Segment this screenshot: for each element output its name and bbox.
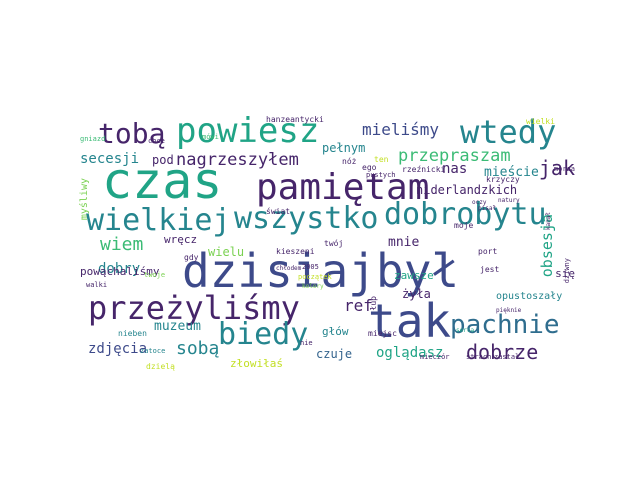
- word-37: złowiłaś: [230, 357, 283, 370]
- word-34: żyła: [402, 287, 431, 301]
- word-46: gdy: [184, 253, 199, 262]
- word-54: moje: [454, 221, 474, 230]
- word-70: mieczór: [420, 353, 450, 361]
- word-64: mówi: [202, 133, 219, 141]
- word-14: przepraszam: [398, 146, 511, 166]
- word-68: początek: [298, 273, 332, 281]
- word-13: pachnie: [450, 310, 560, 340]
- word-41: zawsze: [394, 269, 434, 282]
- word-12: biedy: [218, 317, 309, 352]
- word-47: twoje: [144, 271, 166, 279]
- word-19: wiem: [100, 234, 144, 255]
- word-6: powiesz: [176, 111, 320, 151]
- word-66: pustych: [366, 171, 396, 179]
- word-74: gniazd: [80, 135, 106, 143]
- word-52: twój: [324, 239, 344, 248]
- word-29: niderlandzkich: [416, 183, 518, 197]
- word-27: mnie: [388, 235, 420, 250]
- word-56: jest: [480, 265, 500, 274]
- word-36: czuje: [316, 347, 353, 361]
- word-51: kieszeni: [276, 247, 315, 256]
- word-57: świat: [266, 207, 291, 216]
- word-50: zatoce: [140, 347, 166, 355]
- word-3: tak: [368, 294, 452, 348]
- word-76: morza: [553, 165, 575, 173]
- word-58: nóż: [342, 157, 357, 166]
- word-45: dzielą: [146, 362, 175, 371]
- word-73: chce: [148, 137, 165, 145]
- word-44: myśliwy: [79, 178, 90, 221]
- word-59: ten: [374, 155, 389, 164]
- word-15: nagrzeszyłem: [176, 150, 299, 170]
- word-21: sobą: [176, 338, 220, 359]
- word-43: opustoszały: [496, 291, 563, 302]
- word-53: miejsc: [368, 329, 397, 338]
- word-42: się: [555, 267, 575, 280]
- word-40: powąchaliśmy: [80, 265, 160, 278]
- word-20: secesji: [80, 151, 140, 167]
- word-26: ref: [344, 296, 373, 315]
- word-17: jak: [538, 156, 575, 180]
- word-80: oczy: [472, 199, 487, 206]
- word-81: natury: [498, 197, 520, 204]
- word-33: wielu: [208, 245, 245, 259]
- word-49: nieben: [118, 329, 147, 338]
- word-35: oglądasz: [376, 345, 444, 361]
- word-55: port: [478, 247, 498, 256]
- word-4: pamiętam: [256, 167, 430, 208]
- word-38: głów: [322, 325, 349, 338]
- word-31: nas: [442, 161, 468, 177]
- word-cloud: czas dzisiaj był tak pamiętam przeżyliśmy powi…: [79, 108, 576, 372]
- word-75: nie: [300, 339, 313, 347]
- word-63: hanzeantycki: [266, 115, 324, 124]
- word-24: muzeum: [154, 319, 201, 334]
- word-85: kolory: [302, 283, 324, 290]
- word-2: był: [376, 244, 460, 298]
- word-71: strach: [466, 353, 492, 361]
- word-11: tobą: [98, 117, 166, 150]
- word-22: zdjęcia: [88, 341, 148, 357]
- word-18: dobrze: [466, 340, 539, 364]
- word-65: wielki: [526, 117, 555, 126]
- word-84: pięknie: [496, 307, 522, 314]
- word-61: rzeźnicki: [402, 165, 446, 174]
- word-9: dobrobytu: [384, 197, 547, 232]
- word-48: walki: [86, 281, 108, 289]
- word-32: pod: [152, 153, 174, 167]
- word-16: mieliśmy: [362, 120, 440, 139]
- word-0: czas: [102, 152, 223, 210]
- word-5: przeżyliśmy: [88, 289, 300, 327]
- word-39: wręcz: [164, 233, 198, 246]
- word-28: pełnym: [322, 141, 366, 155]
- word-67: 2005: [302, 263, 319, 271]
- word-30: mieście: [484, 165, 539, 180]
- word-79: serca: [456, 327, 475, 334]
- word-62: krzyczy: [486, 175, 520, 184]
- word-7: wtedy: [460, 113, 557, 151]
- word-60: ego: [362, 163, 377, 172]
- word-25: dobry: [98, 261, 141, 277]
- word-69: łup: [369, 296, 378, 311]
- word-8: wszystko: [234, 201, 379, 236]
- word-83: chłodem: [276, 265, 302, 272]
- word-72: zastał: [494, 353, 520, 361]
- word-10: wielkiej: [86, 203, 231, 238]
- word-82: pisał: [478, 205, 497, 212]
- word-1: dzisiaj: [182, 244, 376, 298]
- word-77: dziwny: [563, 258, 571, 284]
- word-78: kanał: [545, 212, 552, 231]
